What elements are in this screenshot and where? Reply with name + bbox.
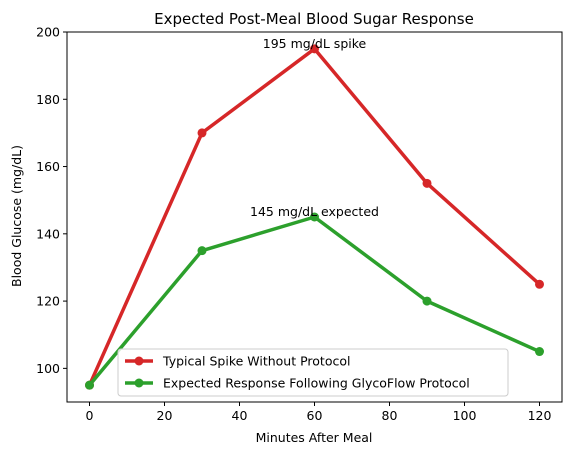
legend-label: Expected Response Following GlycoFlow Pr… — [163, 376, 470, 391]
data-point — [535, 279, 544, 289]
x-tick-label: 120 — [528, 408, 552, 423]
x-tick-label: 100 — [453, 408, 477, 423]
x-tick-label: 80 — [382, 408, 398, 423]
y-tick-label: 200 — [36, 25, 60, 40]
data-point — [310, 44, 319, 54]
x-tick-label: 0 — [86, 408, 94, 423]
x-tick-label: 40 — [232, 408, 248, 423]
annotation-label: 145 mg/dL expected — [250, 204, 379, 219]
data-point — [535, 347, 544, 357]
data-point — [422, 178, 432, 188]
legend-swatch-marker — [134, 378, 144, 388]
data-point — [422, 296, 432, 306]
x-tick-label: 60 — [307, 408, 323, 423]
data-point — [310, 212, 319, 222]
data-point — [85, 380, 94, 390]
legend-swatch-marker — [134, 356, 144, 366]
y-tick-label: 140 — [36, 226, 60, 241]
y-tick-label: 160 — [36, 159, 60, 174]
y-tick-label: 180 — [36, 92, 60, 107]
y-tick-label: 100 — [36, 361, 60, 376]
legend-box — [117, 348, 509, 397]
x-axis-label: Minutes After Meal — [256, 430, 373, 445]
data-point — [197, 128, 207, 138]
legend-label: Typical Spike Without Protocol — [162, 354, 350, 369]
data-point — [197, 246, 207, 256]
annotation-label: 195 mg/dL spike — [263, 36, 367, 51]
y-axis-label: Blood Glucose (mg/dL) — [9, 145, 24, 287]
chart-title: Expected Post-Meal Blood Sugar Response — [154, 10, 474, 28]
y-tick-label: 120 — [36, 294, 60, 309]
plot-area: 0 20 40 60 80 100 120 100 120 140 160 180 200 195 mg/… — [36, 25, 563, 423]
x-tick-label: 20 — [157, 408, 173, 423]
